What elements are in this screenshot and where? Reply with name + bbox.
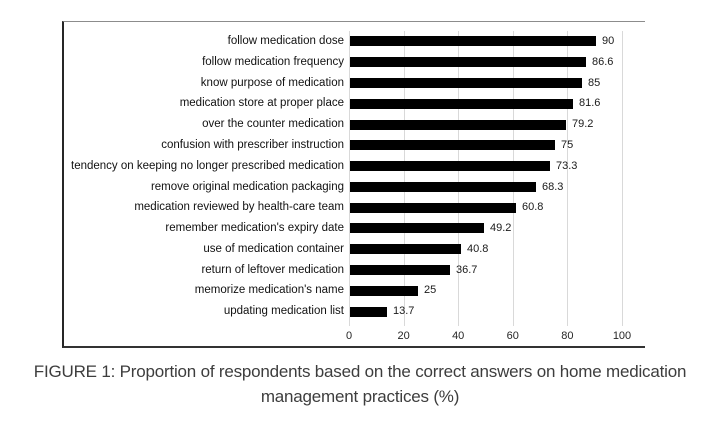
x-axis-tick-label: 60	[506, 330, 519, 342]
x-axis-tick-label: 40	[452, 330, 465, 342]
bar-value-label: 13.7	[393, 305, 415, 318]
bar-value-label: 85	[588, 76, 601, 89]
bar	[350, 140, 555, 151]
x-axis-tick-label: 0	[345, 330, 353, 342]
bar	[350, 36, 596, 47]
bar-value-label: 40.8	[467, 242, 489, 255]
bar-value-label: 25	[424, 284, 437, 297]
bar	[350, 57, 586, 68]
figure-caption: FIGURE 1: Proportion of respondents base…	[0, 360, 720, 409]
x-axis-tick-label: 20	[397, 330, 410, 342]
bar	[350, 98, 573, 109]
category-label: use of medication container	[203, 242, 344, 255]
category-label: updating medication list	[223, 305, 344, 318]
category-label: confusion with prescriber instruction	[161, 138, 344, 151]
category-label: return of leftover medication	[201, 263, 344, 276]
x-axis-tick-label: 100	[612, 330, 632, 342]
bar-value-label: 75	[561, 138, 574, 151]
category-label: tendency on keeping no longer prescribed…	[71, 159, 344, 172]
bar	[350, 181, 536, 192]
gridline-x-60	[512, 31, 514, 326]
bar	[350, 244, 461, 255]
category-label: follow medication frequency	[202, 55, 344, 68]
category-label: remove original medication packaging	[150, 180, 344, 193]
bar	[350, 202, 516, 213]
bar	[350, 119, 566, 130]
bar-value-label: 79.2	[572, 118, 594, 131]
bar	[350, 223, 484, 234]
bar	[350, 285, 418, 296]
category-label: medication reviewed by health-care team	[134, 201, 344, 214]
bar-value-label: 68.3	[542, 180, 564, 193]
bar-value-label: 90	[602, 35, 615, 47]
category-label: know purpose of medication	[200, 76, 344, 89]
x-axis-tick-label: 80	[561, 330, 574, 342]
bar-value-label: 81.6	[579, 97, 601, 110]
category-label: medication store at proper place	[179, 97, 344, 110]
category-label: follow medication dose	[227, 35, 344, 47]
gridline-x-40	[458, 31, 460, 326]
category-label: remember medication's expiry date	[165, 222, 344, 235]
bar	[350, 161, 550, 172]
figure-caption-line-1: FIGURE 1: Proportion of respondents base…	[33, 362, 687, 381]
bar-value-label: 73.3	[556, 159, 578, 172]
bar	[350, 306, 387, 317]
bar	[350, 265, 450, 276]
category-label: over the counter medication	[202, 118, 344, 131]
bar-value-label: 60.8	[522, 201, 544, 214]
bar	[350, 77, 582, 88]
gridline-x-0	[349, 31, 350, 326]
gridline-x-20	[403, 31, 405, 326]
gridline-x-80	[567, 31, 569, 326]
figure-caption-line-2: management practices (%)	[260, 386, 460, 406]
bar-value-label: 86.6	[592, 55, 614, 68]
category-label: memorize medication's name	[194, 284, 344, 297]
gridline-x-100	[622, 31, 623, 326]
bar-value-label: 36.7	[456, 263, 478, 276]
bar-value-label: 49.2	[490, 222, 512, 235]
